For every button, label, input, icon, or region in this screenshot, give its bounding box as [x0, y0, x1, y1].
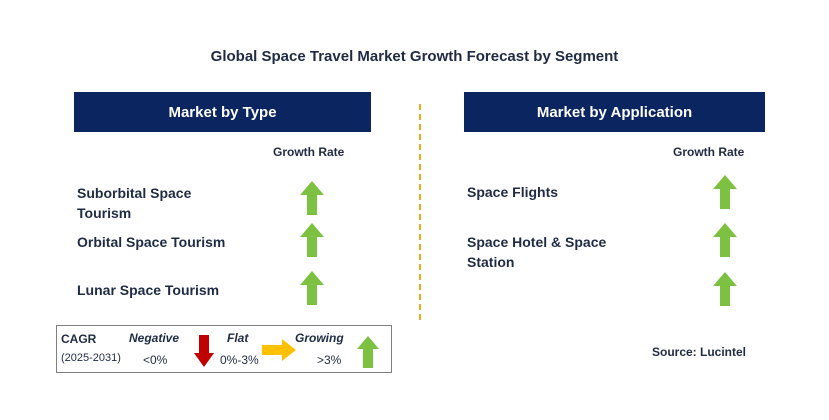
cagr-legend: CAGR (2025-2031) Negative <0% Flat 0%-3%…: [56, 325, 392, 373]
legend-cagr-label: CAGR: [61, 332, 97, 346]
growth-rate-label-right: Growth Rate: [673, 145, 745, 159]
segment-label-line: Space Hotel & Space: [467, 234, 607, 250]
segment-label-lunar: Lunar Space Tourism: [77, 280, 219, 300]
segment-label-line: Lunar Space Tourism: [77, 282, 220, 298]
legend-negative-range: <0%: [143, 353, 168, 367]
segment-label-space-hotel: Space Hotel & Space Station: [467, 232, 606, 272]
segment-label-line: Orbital Space Tourism: [77, 234, 226, 250]
market-by-type-header: Market by Type: [74, 92, 371, 132]
growth-rate-label-left: Growth Rate: [273, 145, 345, 159]
growing-arrow-icon: [300, 271, 324, 305]
segment-label-orbital: Orbital Space Tourism: [77, 232, 225, 252]
chart-title: Global Space Travel Market Growth Foreca…: [210, 48, 619, 65]
growing-arrow-icon: [300, 223, 324, 257]
market-by-type-header-label: Market by Type: [168, 103, 277, 121]
market-by-application-header-label: Market by Application: [536, 103, 693, 121]
panel-divider: [419, 104, 421, 320]
growing-arrow-icon: [713, 175, 737, 209]
source-label: Source: Lucintel: [652, 345, 747, 359]
segment-label-suborbital: Suborbital Space Tourism: [77, 183, 191, 223]
legend-negative-label: Negative: [129, 331, 180, 345]
legend-period: (2025-2031): [61, 352, 121, 364]
segment-label-line: Tourism: [77, 205, 132, 221]
segment-label-space-flights: Space Flights: [467, 182, 558, 202]
flat-arrow-icon: [262, 339, 296, 361]
segment-label-line: Space Flights: [467, 184, 559, 200]
growing-arrow-icon: [357, 336, 379, 368]
growing-arrow-icon: [713, 223, 737, 257]
segment-label-line: Station: [467, 254, 515, 270]
legend-flat-range: 0%-3%: [220, 353, 259, 367]
negative-arrow-icon: [194, 335, 214, 367]
legend-growing-label: Growing: [295, 331, 344, 345]
growing-arrow-icon: [300, 181, 324, 215]
legend-flat-label: Flat: [227, 331, 249, 345]
legend-growing-range: >3%: [317, 353, 342, 367]
segment-label-line: Suborbital Space: [77, 185, 192, 201]
market-by-application-header: Market by Application: [464, 92, 765, 132]
growing-arrow-icon: [713, 272, 737, 306]
